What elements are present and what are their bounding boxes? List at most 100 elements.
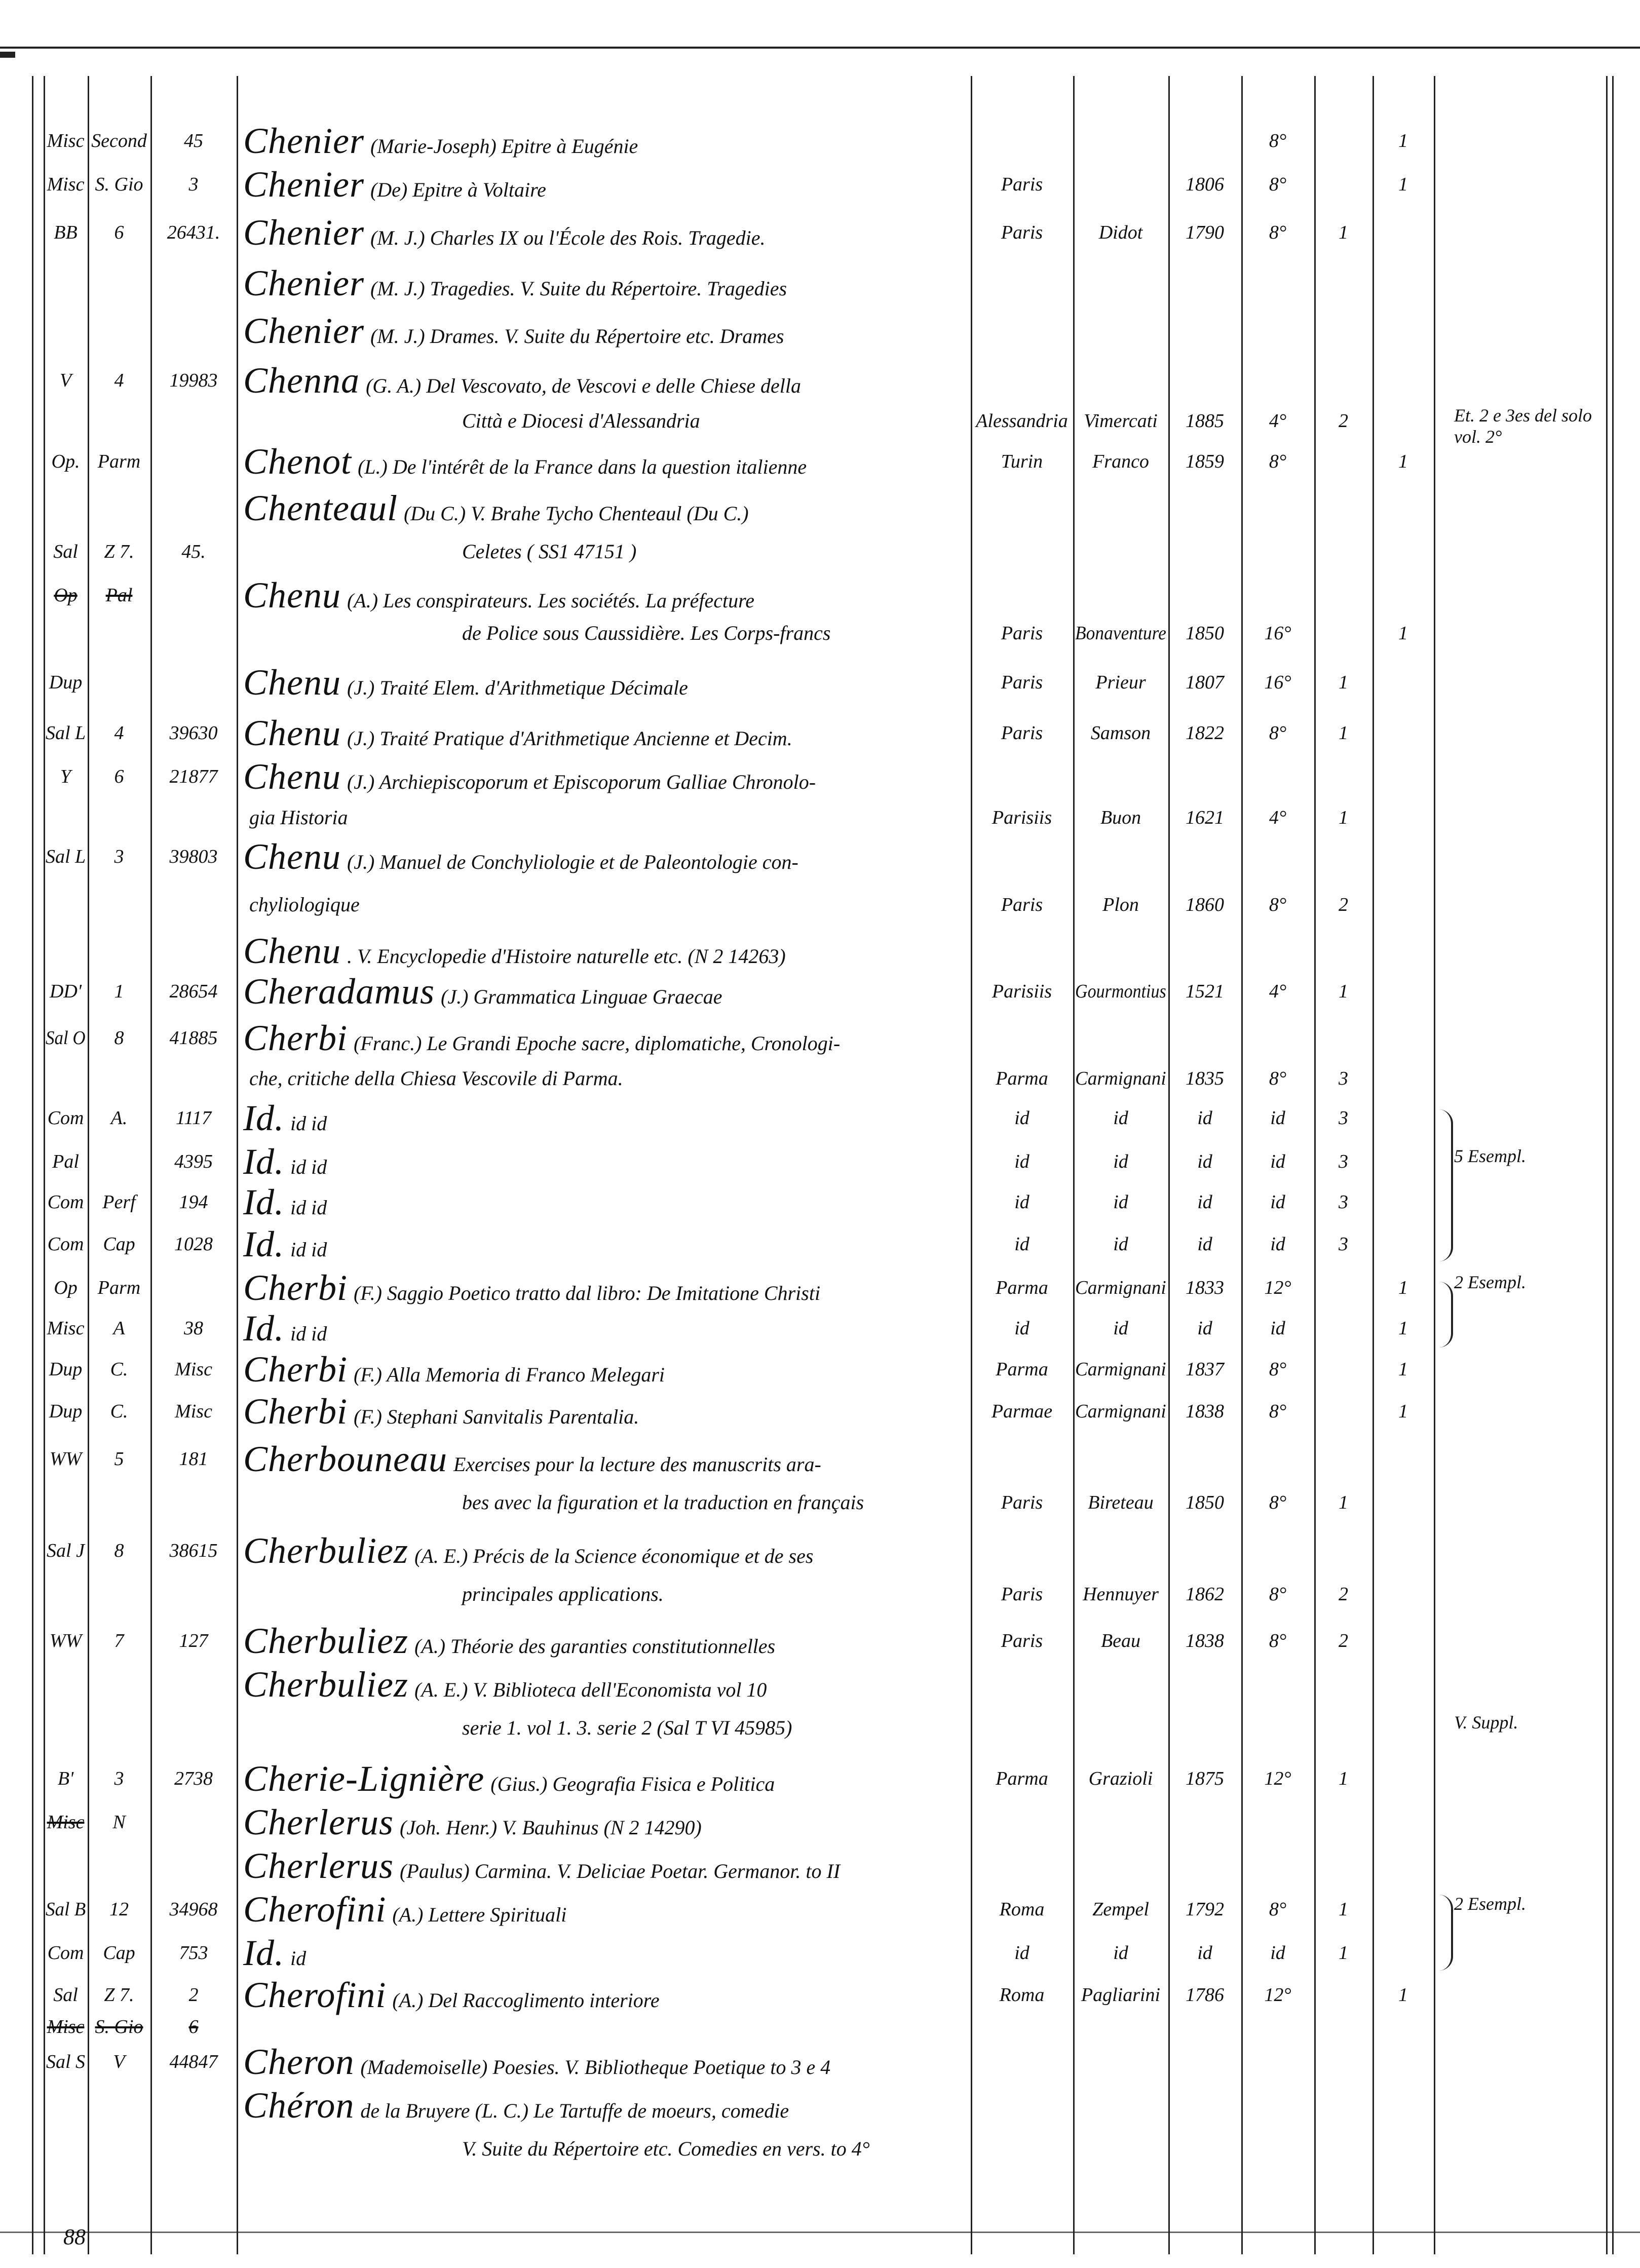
inventory-number: 6 (188, 2016, 199, 2038)
publisher: id (1113, 1191, 1128, 1213)
author-heading: Id. (243, 1308, 284, 1349)
volumes: 3 (1339, 1107, 1348, 1129)
format: 8° (1269, 1401, 1287, 1422)
entry-description: (J.) Grammatica Linguae Graecae (441, 985, 722, 1008)
shelf-section: Misc (47, 1812, 85, 1833)
inventory-number: 39803 (169, 846, 218, 867)
entry-description: (M. J.) Charles IX ou l'École des Rois. … (370, 226, 766, 249)
year: 1838 (1186, 1401, 1224, 1422)
shelf-number: 6 (114, 222, 124, 243)
entry-title: Cherbuliez (A.) Théorie des garanties con… (243, 1620, 966, 1662)
entry-title: che, critiche della Chiesa Vescovile di … (243, 1057, 966, 1100)
year: id (1197, 1191, 1212, 1213)
shelf-number: 1 (114, 981, 124, 1002)
volumes: 3 (1339, 1191, 1348, 1213)
format: id (1270, 1234, 1285, 1255)
entry-title: Cherlerus (Joh. Henr.) V. Bauhinus (N 2 1… (243, 1801, 966, 1843)
entry-title: Id. id (243, 1932, 966, 1974)
entry-description: (A.) Les conspirateurs. Les sociétés. La… (347, 589, 754, 612)
volumes: 3 (1339, 1151, 1348, 1172)
publisher: Franco (1092, 451, 1149, 472)
shelf-section: Op (54, 585, 78, 606)
author-heading: Chenier (243, 121, 364, 161)
inventory-number: Misc (175, 1401, 212, 1422)
shelf-number: C. (110, 1401, 128, 1422)
entry-title: Cherie-Lignière (Gius.) Geografia Fisica … (243, 1757, 966, 1800)
author-heading: Chenu (243, 836, 341, 877)
entry-title: Chenu (A.) Les conspirateurs. Les société… (243, 574, 966, 617)
entry-description: (Gius.) Geografia Fisica e Politica (490, 1773, 775, 1795)
shelf-section: Com (47, 1234, 84, 1255)
format: 12° (1264, 1768, 1291, 1789)
entry-description: (J.) Archiepiscoporum et Episcoporum Gal… (347, 771, 816, 793)
shelf-number: V (113, 2051, 125, 2072)
entry-title: Chenteaul (Du C.) V. Brahe Tycho Chenteau… (243, 487, 966, 529)
place: Roma (999, 1984, 1045, 2006)
inventory-number: 753 (179, 1942, 208, 1964)
author-heading: Id. (243, 1098, 284, 1138)
entry-description: (A. E.) V. Biblioteca dell'Economista vo… (414, 1678, 767, 1701)
entry-description: (Franc.) Le Grandi Epoche sacre, diploma… (354, 1032, 841, 1055)
format: 8° (1269, 222, 1287, 243)
shelf-section: Misc (47, 174, 85, 195)
shelf-section: Op (54, 1277, 78, 1298)
author-heading: Chenu (243, 931, 341, 971)
entry-description: principales applications. (462, 1583, 664, 1605)
volumes: 2 (1339, 894, 1348, 915)
format: id (1270, 1191, 1285, 1213)
entry-title: Chenu (J.) Manuel de Conchyliologie et de… (243, 835, 966, 878)
year: id (1197, 1234, 1212, 1255)
inventory-number: 38615 (169, 1540, 218, 1561)
entry-description: chyliologique (249, 893, 360, 916)
entry-description: (F.) Saggio Poetico tratto dal libro: De… (354, 1282, 821, 1304)
entry-description: (L.) De l'intérêt de la France dans la q… (357, 455, 807, 478)
format: 8° (1269, 1899, 1287, 1920)
entry-description: (F.) Stephani Sanvitalis Parentalia. (354, 1405, 639, 1428)
entry-description: Celetes ( SS1 47151 ) (462, 540, 637, 563)
place: Roma (999, 1899, 1045, 1920)
publisher: id (1113, 1318, 1128, 1339)
bottom-rule (0, 2232, 1640, 2233)
entry-description: Città e Diocesi d'Alessandria (462, 409, 700, 432)
year: 1822 (1186, 722, 1224, 744)
entry-description: (Mademoiselle) Poesies. V. Bibliotheque … (360, 2056, 831, 2079)
volumes: 1 (1339, 672, 1348, 693)
volumes: 1 (1339, 1768, 1348, 1789)
entry-title: Città e Diocesi d'Alessandria (456, 400, 966, 442)
entry-description: de Police sous Caussidière. Les Corps-fr… (462, 622, 831, 644)
copies: 1 (1398, 174, 1408, 195)
column-rule (32, 76, 33, 2254)
shelf-section: BB (54, 222, 78, 243)
year: id (1197, 1107, 1212, 1129)
entry-title: Chenier (Marie-Joseph) Epitre à Eugénie (243, 120, 966, 162)
format: 8° (1269, 722, 1287, 744)
shelf-section: DD' (49, 981, 82, 1002)
shelf-number: A. (110, 1107, 128, 1129)
entry-title: Cherofini (A.) Del Raccoglimento interior… (243, 1974, 966, 2016)
column-rule (1606, 76, 1608, 2254)
shelf-section: Sal O (46, 1027, 86, 1049)
entry-title: principales applications. (456, 1573, 966, 1616)
shelf-number: A (113, 1318, 125, 1339)
place: id (1014, 1318, 1029, 1339)
volumes: 1 (1339, 1942, 1348, 1964)
author-heading: Cherbi (243, 1349, 348, 1390)
shelf-section: Pal (52, 1151, 79, 1172)
format: 8° (1269, 130, 1287, 151)
shelf-section: Sal J (47, 1540, 85, 1561)
entry-title: Cheradamus (J.) Grammatica Linguae Graeca… (243, 970, 966, 1013)
inventory-number: 45 (184, 130, 203, 151)
inventory-number: 41885 (169, 1027, 218, 1049)
publisher: id (1113, 1151, 1128, 1172)
author-heading: Cherlerus (243, 1802, 394, 1842)
entry-title: Cherbouneau Exercises pour la lecture des… (243, 1438, 966, 1480)
year: 1850 (1186, 1492, 1224, 1513)
year: 1885 (1186, 410, 1224, 432)
place: Paris (1001, 1584, 1043, 1605)
entry-title: Chenier (M. J.) Drames. V. Suite du Réper… (243, 310, 966, 352)
author-heading: Cherbi (243, 1018, 348, 1058)
shelf-number: Pal (105, 585, 133, 606)
note: V. Suppl. (1454, 1712, 1518, 1733)
inventory-number: 4395 (174, 1151, 213, 1172)
entry-description: (Paulus) Carmina. V. Deliciae Poetar. Ge… (400, 1860, 841, 1882)
